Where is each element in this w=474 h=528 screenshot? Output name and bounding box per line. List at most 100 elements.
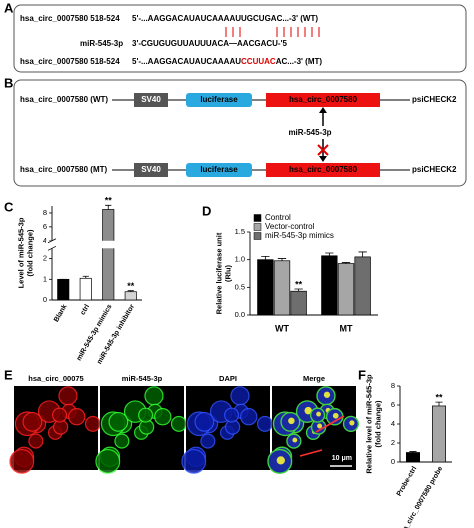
cell-spot bbox=[276, 456, 285, 465]
scale-bar-label: 10 μm bbox=[332, 455, 352, 462]
cell-spot bbox=[332, 412, 339, 419]
legend-label: Vector-control bbox=[265, 222, 315, 231]
bar bbox=[257, 259, 274, 316]
significance: ** bbox=[295, 279, 303, 289]
error-bar bbox=[435, 401, 443, 406]
y-tick-label: 8 bbox=[43, 208, 47, 217]
panel-label: D bbox=[202, 203, 211, 218]
y-axis-label: (Rlu) bbox=[223, 264, 232, 282]
reporter-box bbox=[186, 163, 252, 177]
sequence: 5'-...AAGGACAUAUCAAAAUCCUUACAC...-3' (MT… bbox=[132, 57, 322, 66]
y-axis-label: Relative luciferase unit bbox=[214, 232, 223, 314]
cell bbox=[28, 433, 44, 449]
microscopy-panel: hsa_circ_00075 miR-545-3p DAPI Merge 10 μm bbox=[9, 374, 360, 474]
cell-spot bbox=[304, 406, 312, 415]
x-tick-label: WT bbox=[275, 323, 289, 333]
construct-wt: hsa_circ_0007580 (WT) SV40 luciferase hs… bbox=[20, 93, 457, 107]
cell bbox=[224, 407, 240, 423]
cell bbox=[58, 386, 78, 406]
mutated-bases: CCUUAC bbox=[241, 57, 276, 66]
y-tick-label: 0.5 bbox=[235, 282, 245, 291]
cell-spot bbox=[323, 391, 331, 398]
cell bbox=[52, 407, 68, 423]
promoter-box bbox=[134, 163, 168, 177]
bar bbox=[102, 209, 115, 301]
panel-frame bbox=[13, 79, 467, 187]
y-tick-label: 1.0 bbox=[235, 255, 245, 264]
vector-label: psiCHECK2 bbox=[412, 165, 457, 174]
vector-label: psiCHECK2 bbox=[412, 95, 457, 104]
y-axis-label: (fold change) bbox=[25, 229, 34, 277]
bar bbox=[337, 263, 355, 316]
cell bbox=[22, 411, 43, 432]
base-pair-lines bbox=[225, 27, 320, 37]
channel-title: DAPI bbox=[219, 374, 237, 383]
promoter-box bbox=[134, 93, 168, 107]
y-tick-label: 2 bbox=[391, 438, 395, 447]
error-bar bbox=[358, 251, 367, 257]
panel-label: C bbox=[4, 199, 14, 214]
cell bbox=[68, 408, 86, 426]
promoter-label: SV40 bbox=[141, 165, 161, 174]
cell bbox=[9, 448, 35, 474]
channel-title: hsa_circ_00075 bbox=[28, 374, 83, 383]
channel-title: Merge bbox=[303, 374, 325, 383]
reporter-box bbox=[186, 93, 252, 107]
arrow-head bbox=[319, 156, 327, 162]
error-bar bbox=[127, 290, 134, 292]
bar bbox=[273, 260, 291, 316]
bar bbox=[321, 255, 338, 316]
cell bbox=[256, 415, 273, 432]
cell bbox=[114, 433, 130, 449]
cell bbox=[95, 448, 121, 474]
legend-label: Control bbox=[265, 213, 291, 222]
site-name: hsa_circ_0007580 518-524 bbox=[20, 57, 120, 66]
y-tick-label: 0 bbox=[43, 295, 47, 304]
sequence-part: 5'-...AAGGACAUAUCAAAAU bbox=[132, 57, 241, 66]
site-name: hsa_circ_0007580 518-524 bbox=[20, 14, 120, 23]
bar bbox=[290, 290, 307, 316]
axis-break bbox=[46, 240, 144, 249]
y-tick-label: 6 bbox=[43, 222, 47, 231]
error-bar bbox=[409, 451, 417, 453]
construct-mt: hsa_circ_0007580 (MT) SV40 luciferase hs… bbox=[20, 163, 457, 177]
error-bar bbox=[277, 258, 287, 261]
axis-break-mark bbox=[47, 238, 57, 251]
construct-label: hsa_circ_0007580 (WT) bbox=[20, 95, 108, 104]
cell bbox=[240, 408, 258, 426]
legend-swatch bbox=[253, 223, 262, 231]
cell bbox=[194, 411, 215, 432]
legend-swatch bbox=[253, 214, 262, 222]
x-tick-label: Blank bbox=[53, 303, 69, 323]
y-tick-label: 1 bbox=[43, 274, 47, 283]
arrow-head bbox=[319, 107, 327, 113]
cell bbox=[230, 386, 250, 406]
x-tick-label: Probe-ctrl bbox=[396, 465, 419, 497]
y-axis-label: Relative level of miR-545-3p bbox=[364, 374, 373, 474]
cell-spot bbox=[349, 420, 355, 426]
legend-swatch bbox=[253, 232, 262, 240]
cell bbox=[181, 448, 207, 474]
significance: ** bbox=[127, 281, 135, 291]
x-tick-label: MT bbox=[340, 323, 353, 333]
panel-label: F bbox=[358, 367, 366, 382]
x-tick-label: ctrl bbox=[80, 303, 92, 316]
construct-label: hsa_circ_0007580 (MT) bbox=[20, 165, 108, 174]
x-tick-label: hsa_circ_0007580 probe bbox=[398, 465, 445, 528]
cell bbox=[108, 411, 129, 432]
insert-box bbox=[266, 163, 380, 177]
y-tick-label: 4 bbox=[43, 236, 47, 245]
sequence: 5'-...AAGGACAUAUCAAAAUUGCUGAC...-3' (WT) bbox=[132, 14, 318, 23]
bar bbox=[124, 291, 137, 301]
bar bbox=[432, 405, 447, 463]
mirna-label: miR-545-3p bbox=[288, 128, 331, 137]
cell-spot bbox=[292, 437, 298, 443]
y-tick-label: 0.0 bbox=[235, 310, 245, 319]
y-tick-label: 8 bbox=[391, 381, 395, 390]
error-bar bbox=[294, 288, 303, 292]
y-tick-label: 4 bbox=[391, 419, 395, 428]
bar bbox=[406, 452, 421, 463]
panel-label: A bbox=[4, 0, 14, 15]
y-tick-label: 0 bbox=[391, 457, 395, 466]
